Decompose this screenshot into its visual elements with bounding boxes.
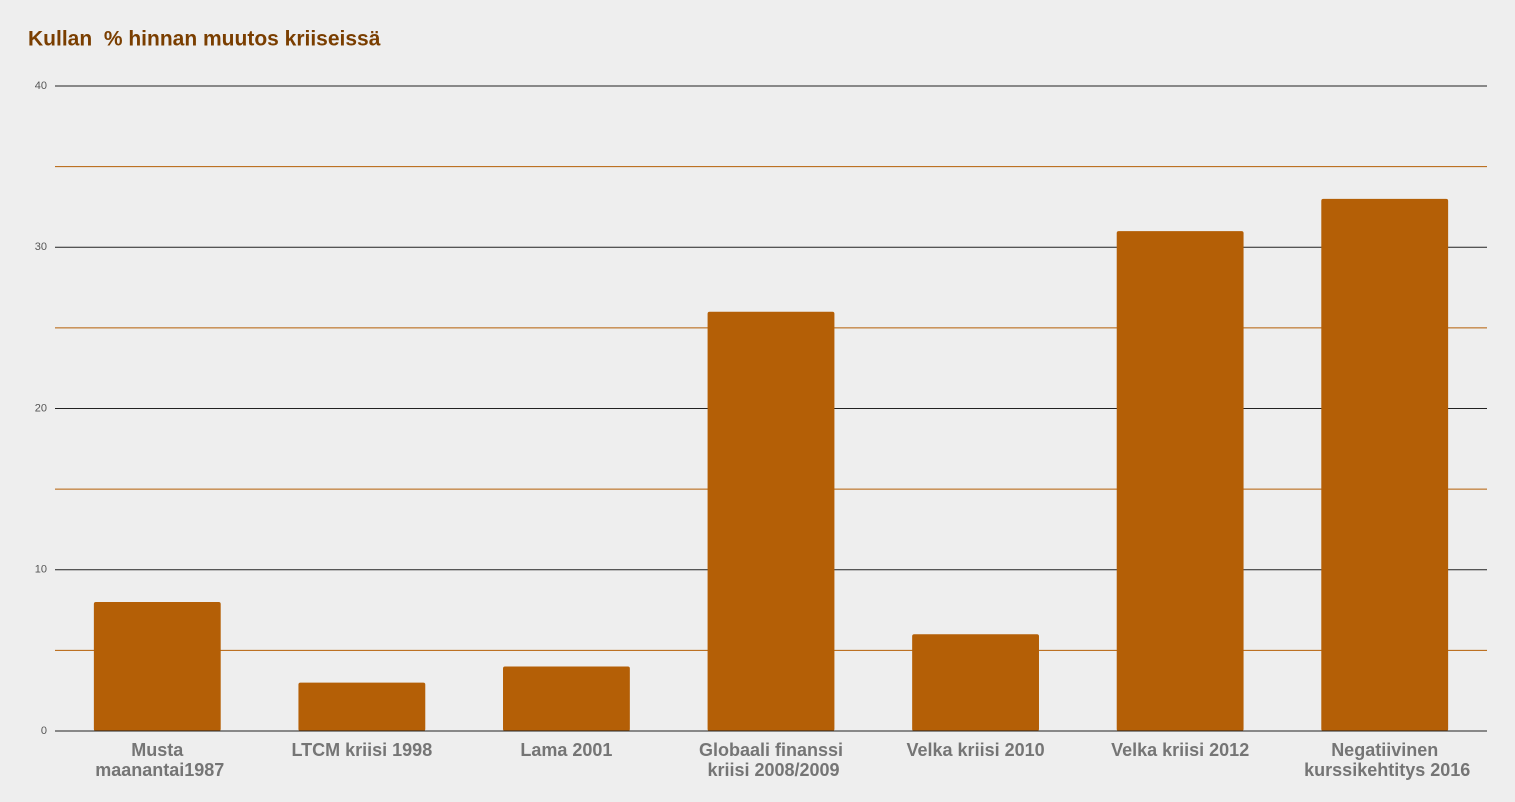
x-tick-label: Velka kriisi 2010 — [907, 740, 1045, 760]
x-tick-label: Velka kriisi 2012 — [1111, 740, 1249, 760]
bar — [1116, 231, 1244, 731]
bar — [93, 602, 221, 731]
chart-title: Kullan % hinnan muutos kriiseissä — [28, 28, 381, 51]
x-tick-label: Lama 2001 — [520, 740, 612, 760]
x-tick-label: LTCM kriisi 1998 — [291, 740, 432, 760]
bar — [298, 682, 426, 731]
y-tick-label: 30 — [35, 241, 47, 253]
x-tick-label: Globaali finanssi kriisi 2008/2009 — [699, 740, 843, 780]
bar — [503, 666, 630, 731]
x-tick-label: Negatiivinen kurssikehtitys 2016 — [1299, 740, 1470, 780]
y-tick-label: 40 — [35, 80, 47, 92]
y-tick-label: 0 — [41, 725, 47, 737]
x-tick-label: Musta maanantai1987 — [90, 740, 224, 780]
bar — [1321, 198, 1449, 731]
y-tick-label: 10 — [35, 564, 47, 576]
bar — [707, 311, 835, 731]
y-tick-label: 20 — [35, 402, 47, 414]
bar — [912, 634, 1039, 731]
